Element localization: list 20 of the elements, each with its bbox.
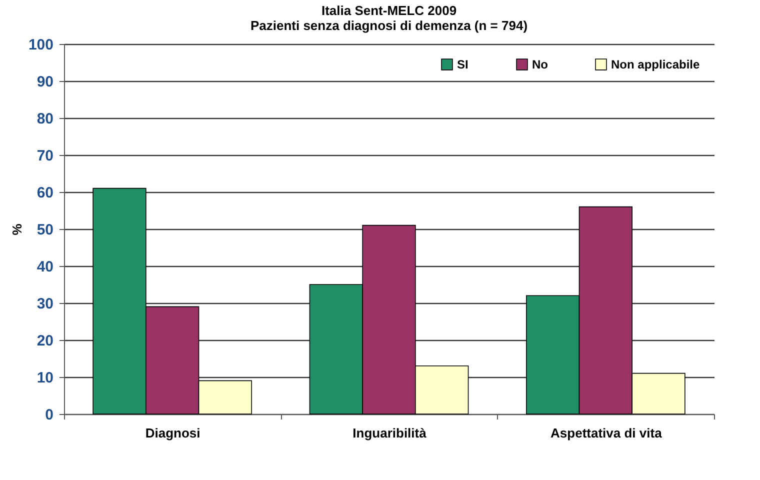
x-tick-label: Aspettativa di vita <box>550 426 663 440</box>
legend-label: No <box>532 57 548 72</box>
chart-title: Italia Sent-MELC 2009 <box>321 3 457 18</box>
y-tick-label: 50 <box>36 222 54 238</box>
y-tick-label: 30 <box>36 296 54 312</box>
y-tick-label: 90 <box>36 74 54 90</box>
y-tick-label: 0 <box>45 406 54 424</box>
y-tick-label: 100 <box>28 36 54 54</box>
legend-label: Non applicabile <box>611 57 700 72</box>
y-tick-label: 60 <box>36 184 54 202</box>
y-axis-title: % <box>9 223 24 236</box>
y-tick-label: 40 <box>36 258 54 276</box>
y-tick-label: 80 <box>36 110 54 128</box>
x-tick-label: Inguaribilità <box>352 426 428 440</box>
legend-label: SI <box>457 57 468 72</box>
y-tick-label: 20 <box>36 332 54 350</box>
x-tick-label: Diagnosi <box>145 426 200 440</box>
chart-subtitle: Pazienti senza diagnosi di demenza (n = 794) <box>250 18 528 33</box>
y-tick-label: 70 <box>36 148 54 164</box>
y-tick-label: 10 <box>36 370 54 386</box>
